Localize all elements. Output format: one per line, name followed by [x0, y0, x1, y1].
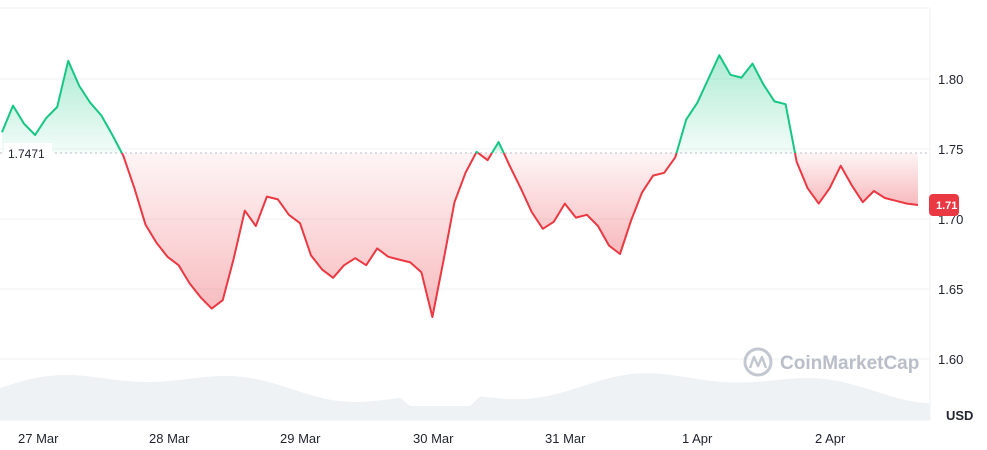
- watermark-text: CoinMarketCap: [780, 353, 919, 374]
- volume-area: [0, 373, 930, 420]
- area-above-baseline: [491, 142, 504, 154]
- y-tick-label: 1.65: [938, 282, 963, 297]
- price-line-down: [794, 152, 919, 206]
- y-tick-label: 1.80: [938, 72, 963, 87]
- unit-label: USD: [946, 408, 973, 423]
- y-axis: 1.601.651.701.751.80: [938, 72, 963, 367]
- coinmarketcap-logo-wave: [748, 355, 768, 369]
- area-below-baseline: [121, 153, 476, 317]
- current-price-badge-text: 1.71: [936, 200, 957, 212]
- area-above-baseline: [676, 55, 795, 154]
- x-tick-label: 30 Mar: [413, 431, 454, 446]
- price-areas: [2, 55, 918, 317]
- current-price-badge: 1.71: [929, 194, 959, 216]
- volume-bars: [0, 373, 930, 420]
- x-tick-label: 2 Apr: [815, 431, 846, 446]
- x-tick-label: 31 Mar: [545, 431, 586, 446]
- watermark: CoinMarketCap: [743, 347, 919, 377]
- area-above-baseline: [2, 60, 122, 154]
- price-lines: [1, 54, 919, 318]
- price-line-up: [675, 54, 796, 154]
- price-line-up: [1, 59, 123, 154]
- coinmarketcap-logo-icon: [743, 347, 773, 377]
- x-axis: 27 Mar 28 Mar 29 Mar 30 Mar 31 Mar 1 Apr 2 Apr: [18, 431, 846, 446]
- price-line-down: [477, 152, 493, 162]
- price-line-up: [475, 150, 479, 154]
- price-line-down: [121, 152, 477, 318]
- baseline-label: 1.7471: [4, 143, 52, 164]
- x-tick-label: 27 Mar: [18, 431, 59, 446]
- x-tick-label: 1 Apr: [682, 431, 713, 446]
- y-tick-label: 1.75: [938, 142, 963, 157]
- y-tick-label: 1.60: [938, 352, 963, 367]
- x-tick-label: 29 Mar: [280, 431, 321, 446]
- current-price-badge-bg: [929, 194, 959, 216]
- area-below-baseline: [503, 153, 677, 254]
- price-line-up: [491, 141, 505, 154]
- price-line-down: [502, 152, 678, 255]
- baseline-label-bg: [4, 143, 52, 164]
- baseline-label-text: 1.7471: [8, 147, 45, 161]
- x-tick-label: 28 Mar: [149, 431, 190, 446]
